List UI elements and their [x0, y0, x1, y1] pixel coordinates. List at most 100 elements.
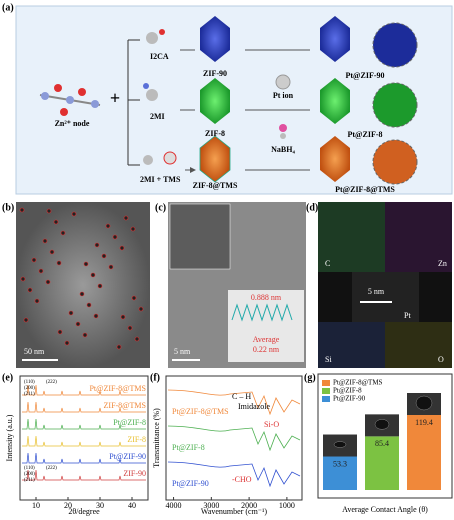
particle [56, 260, 62, 266]
value-label: 53.3 [333, 459, 347, 468]
particle [31, 257, 37, 263]
particle [101, 253, 107, 259]
xrd-trace [22, 401, 146, 413]
scale-label: 5 nm [174, 347, 191, 356]
particle [75, 321, 81, 327]
element: Pt [404, 311, 411, 320]
spacing: 0.888 nm [251, 293, 282, 302]
x-tick-label: 1000 [279, 501, 295, 510]
particle [94, 242, 100, 248]
axes-frame [165, 375, 303, 501]
particle [131, 295, 137, 301]
value-label: 85.4 [375, 439, 389, 448]
particle [130, 226, 136, 232]
particle [90, 272, 96, 278]
particle [42, 238, 48, 244]
peak-label: (222) [46, 466, 57, 471]
x-label: 2θ/degree [68, 507, 100, 516]
trace-label: Pt@ZIF-8 [113, 418, 146, 427]
particle [82, 332, 88, 338]
framework-label: ZIF-8@TMS [193, 181, 238, 190]
particle [108, 264, 114, 270]
x-label: Average Contact Angle (θ) [342, 505, 428, 514]
zn-node [39, 84, 101, 116]
ftir-trace [167, 425, 301, 452]
framework-label: ZIF-90 [203, 69, 227, 78]
element: Zn [438, 259, 447, 268]
droplet [415, 395, 433, 411]
ftir-traces [167, 389, 301, 488]
xrd-trace [22, 435, 146, 447]
product-label: Pt@ZIF-8@TMS [335, 185, 395, 194]
panel-label: (d) [306, 202, 318, 213]
trace-label: Pt@ZIF-8@TMS [172, 407, 229, 416]
particle [45, 279, 51, 285]
average-value: 0.22 nm [253, 345, 280, 354]
particle [138, 306, 144, 312]
y-label: Transmittance (%) [152, 408, 161, 468]
particle [112, 234, 118, 240]
trace-label: Pt@ZIF-8 [172, 443, 205, 452]
bar [323, 456, 357, 490]
x-label: Wavenumber (cm⁻¹) [201, 507, 268, 516]
x-tick-label: 40 [128, 501, 136, 510]
plus: + [110, 88, 120, 108]
tem-image [16, 202, 150, 368]
y-label: Intensity (a.u.) [5, 414, 14, 461]
x-tick-label: 3000 [203, 501, 219, 510]
inset [169, 203, 231, 270]
bar-plot: 53.3 85.4 119.4 Pt@ZIF-8@TMSPt@ZIF-8Pt@ZIF-… [322, 379, 441, 490]
particle [116, 344, 122, 350]
particle [19, 207, 25, 213]
particle [68, 310, 74, 316]
node-label: Zn²⁺ node [55, 119, 90, 128]
trace-label: ZIF-8 [127, 435, 146, 444]
particle [97, 283, 103, 289]
peak-label: (110) [24, 380, 35, 385]
particle [53, 219, 59, 225]
particle [123, 215, 129, 221]
panel-label: (c) [155, 202, 166, 213]
reductant-label: NaBH₄ [271, 145, 295, 154]
legend-label: Pt@ZIF-8@TMS [333, 379, 383, 387]
annotation: Si-O [264, 420, 279, 429]
particle [134, 336, 140, 342]
xrd-traces [22, 384, 146, 481]
particle [120, 314, 126, 320]
particle [49, 249, 55, 255]
legend-label: Pt@ZIF-90 [333, 395, 366, 403]
panel-label: (e) [2, 372, 13, 383]
framework-label: ZIF-8 [205, 129, 225, 138]
xrd-trace [22, 384, 146, 396]
trace-label: Pt@ZIF-90 [172, 479, 209, 488]
trace-label: ZIF-90 [123, 469, 146, 478]
particle [83, 261, 89, 267]
ligand-label: 2MI [150, 112, 165, 121]
axes-frame [317, 373, 453, 499]
panel-label: (f) [150, 372, 160, 383]
peak-label: (211) [24, 392, 35, 397]
bracket [127, 39, 140, 166]
x-tick-label: 20 [64, 501, 72, 510]
particle [27, 287, 33, 293]
ftir-trace [167, 461, 301, 488]
trace-label: Pt@ZIF-8@TMS [89, 384, 146, 393]
peak-label: (211) [24, 478, 35, 483]
ftir-trace [167, 389, 301, 416]
bar [365, 436, 399, 490]
xrd-trace [22, 452, 146, 464]
x-tick-label: 2000 [241, 501, 257, 510]
profile [231, 303, 293, 322]
annotation: Imidazole [238, 402, 270, 411]
legend-label: Pt@ZIF-8 [333, 387, 362, 395]
xrd-trace [22, 469, 146, 481]
average: Average [253, 335, 280, 344]
xrd-trace [22, 418, 146, 430]
droplet [333, 441, 347, 448]
legend-swatch [322, 388, 330, 394]
reaction-rows [143, 16, 418, 185]
particle [71, 211, 77, 217]
x-tick-label: 30 [96, 501, 104, 510]
product-label: Pt@ZIF-8 [348, 130, 383, 139]
